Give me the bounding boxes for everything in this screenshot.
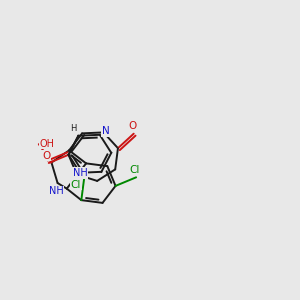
Text: NH: NH [49, 186, 64, 197]
Text: OH: OH [40, 139, 55, 148]
Text: H: H [70, 124, 77, 133]
Text: Cl: Cl [71, 180, 81, 190]
Text: Cl: Cl [129, 165, 140, 175]
Text: O: O [128, 121, 136, 131]
Text: NH: NH [73, 168, 88, 178]
Text: N: N [102, 126, 110, 136]
Text: O: O [42, 151, 50, 160]
